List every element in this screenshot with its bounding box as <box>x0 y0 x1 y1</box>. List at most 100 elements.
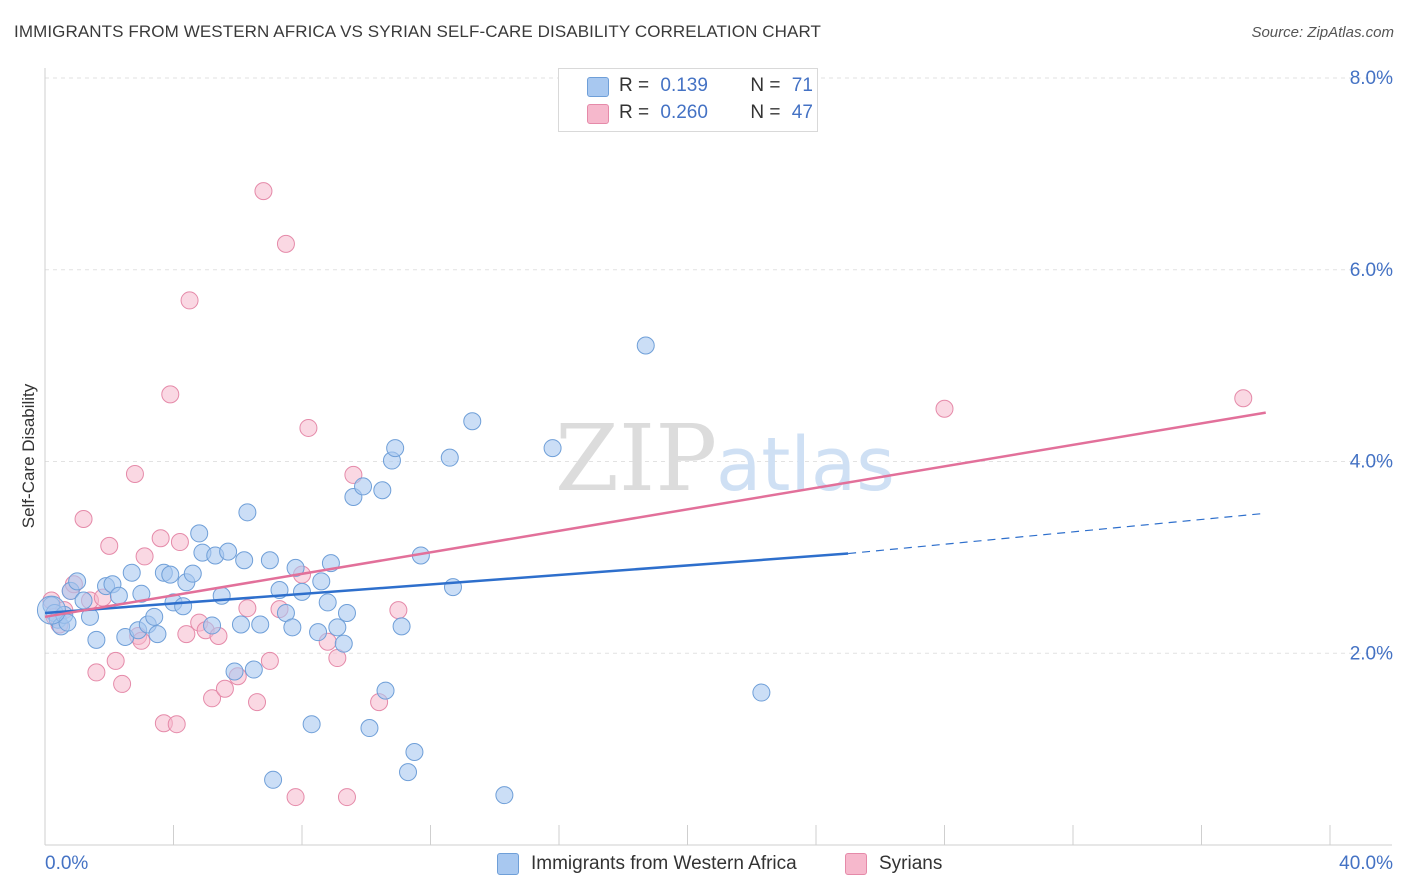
western-africa-point <box>283 618 302 637</box>
western-africa-point <box>244 660 263 679</box>
syrians-point <box>180 291 199 310</box>
y-tick-label: 6.0% <box>1350 260 1393 281</box>
western-africa-point <box>302 715 321 734</box>
legend-r-value: 0.139 <box>660 75 708 96</box>
syrians-point <box>135 547 154 566</box>
western-africa-point <box>219 542 238 561</box>
trend-lines <box>44 411 1266 619</box>
western-africa-point <box>122 563 141 582</box>
western-africa-point <box>354 477 373 496</box>
watermark: ZIP atlas <box>555 405 895 512</box>
syrians-point <box>125 464 144 483</box>
x-tick-label: 0.0% <box>45 853 88 874</box>
western-africa-point <box>337 603 356 622</box>
legend-n-label: N = <box>750 102 786 123</box>
western-africa-point <box>440 448 459 467</box>
syrians-point <box>1234 389 1253 408</box>
legend-n-value: 47 <box>791 102 813 123</box>
legend-n-label: N = <box>750 75 786 96</box>
y-axis-label: Self-Care Disability <box>19 383 38 528</box>
western-africa-point <box>405 743 424 762</box>
legend-row-blue: R = 0.139 N = 71 <box>619 74 813 98</box>
series-legend-blue: Immigrants from Western Africa <box>497 850 797 878</box>
western-africa-points <box>36 336 771 805</box>
western-africa-point <box>543 439 562 458</box>
western-africa-point <box>231 615 250 634</box>
western-africa-point <box>386 439 405 458</box>
x-tick-label: 40.0% <box>1339 853 1393 874</box>
western-africa-point <box>225 662 244 681</box>
legend-r-label: R = <box>619 75 655 96</box>
syrians-point <box>74 510 93 529</box>
western-africa-point <box>148 625 167 644</box>
syrians-trend-line <box>44 411 1266 619</box>
y-tick-label: 8.0% <box>1350 68 1393 89</box>
syrians-point <box>260 651 279 670</box>
syrians-point <box>177 625 196 644</box>
syrians-point <box>203 689 222 708</box>
syrians-point <box>151 529 170 548</box>
western-africa-point <box>636 336 655 355</box>
source-label: Source: ZipAtlas.com <box>1251 24 1394 41</box>
western-africa-point <box>334 634 353 653</box>
western-africa-point <box>68 572 87 591</box>
western-africa-point <box>293 582 311 601</box>
western-africa-point <box>260 551 279 570</box>
series-label-blue: Immigrants from Western Africa <box>531 853 797 874</box>
western-africa-point <box>203 616 222 635</box>
syrians-point <box>161 385 180 404</box>
y-tick-label: 4.0% <box>1350 452 1393 473</box>
western-africa-point <box>87 630 106 649</box>
western-africa-point <box>328 618 347 637</box>
western-africa-point <box>145 607 164 626</box>
syrians-point <box>167 715 186 734</box>
western-africa-point <box>161 565 180 584</box>
syrians-point <box>106 651 125 670</box>
western-africa-point <box>463 412 482 431</box>
syrians-point <box>170 533 189 552</box>
western-africa-trend-line <box>44 552 849 615</box>
legend-row-pink: R = 0.260 N = 47 <box>619 101 813 125</box>
series-swatch-pink <box>845 853 867 875</box>
western-africa-point <box>183 564 202 583</box>
syrians-point <box>238 599 257 618</box>
syrians-point <box>299 418 318 437</box>
chart-title: IMMIGRANTS FROM WESTERN AFRICA VS SYRIAN… <box>14 22 822 41</box>
legend-n-value: 71 <box>791 75 813 96</box>
legend-swatch-pink <box>587 104 609 124</box>
western-africa-point <box>399 763 418 782</box>
western-africa-point <box>174 597 193 616</box>
syrians-point <box>276 234 295 253</box>
series-legend-pink: Syrians <box>845 850 942 878</box>
syrians-point <box>113 674 132 693</box>
syrians-point <box>935 399 954 418</box>
western-africa-point <box>752 683 771 702</box>
syrians-point <box>100 536 119 555</box>
western-africa-point <box>36 595 66 625</box>
western-africa-point <box>286 558 305 577</box>
syrians-point <box>286 788 305 807</box>
series-label-pink: Syrians <box>879 853 943 874</box>
western-africa-point <box>312 572 331 591</box>
syrians-point <box>248 693 267 712</box>
western-africa-point <box>376 681 395 700</box>
correlation-legend: R = 0.139 N = 71 R = 0.260 N = 47 <box>558 68 818 132</box>
y-tick-label: 2.0% <box>1350 643 1393 664</box>
western-africa-point <box>235 551 254 570</box>
western-africa-point <box>251 615 270 634</box>
syrians-point <box>87 663 106 682</box>
western-africa-point <box>212 586 231 605</box>
legend-r-label: R = <box>619 102 655 123</box>
western-africa-trend-extension <box>848 512 1266 555</box>
syrians-point <box>215 679 234 698</box>
western-africa-point <box>74 591 93 610</box>
syrians-point <box>389 601 408 620</box>
watermark-atlas: atlas <box>716 422 895 508</box>
axis-layer: 2.0% 4.0% 6.0% 8.0% 0.0% 40.0% <box>44 68 1393 874</box>
western-africa-point <box>360 719 379 738</box>
western-africa-point <box>238 503 257 522</box>
western-africa-point <box>109 586 128 605</box>
series-swatch-blue <box>497 853 519 875</box>
western-africa-point <box>495 786 514 805</box>
